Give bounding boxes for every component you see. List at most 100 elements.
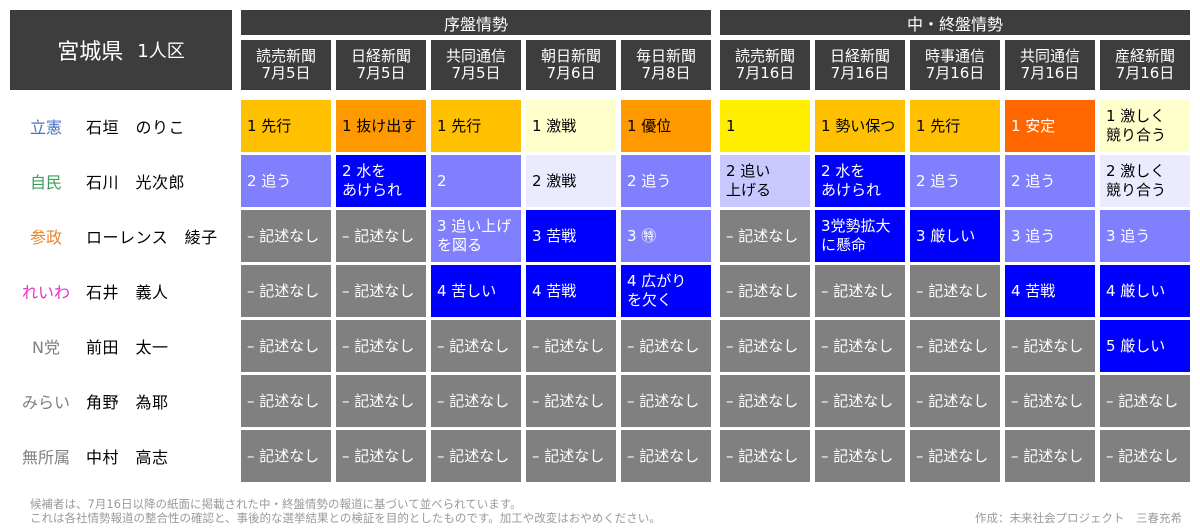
assessment-cell: 1 安定 bbox=[1005, 100, 1095, 152]
column-date: 7月16日 bbox=[925, 64, 985, 82]
column-date: 7月16日 bbox=[1020, 64, 1080, 82]
assessment-cell: 2 激戦 bbox=[526, 155, 616, 207]
assessment-cell: 1 抜け出す bbox=[336, 100, 426, 152]
assessment-text: – 記述なし bbox=[342, 336, 415, 355]
assessment-text: – 記述なし bbox=[532, 391, 605, 410]
assessment-text: 2 激しく 競り合う bbox=[1106, 162, 1167, 199]
assessment-cell: 1 優位 bbox=[621, 100, 711, 152]
assessment-cell: 3 追う bbox=[1100, 210, 1190, 262]
assessment-cell: 1 bbox=[720, 100, 810, 152]
assessment-cell: 1 激戦 bbox=[526, 100, 616, 152]
column-header: 朝日新聞 7月6日 bbox=[526, 40, 616, 90]
assessment-cell: – 記述なし bbox=[910, 320, 1000, 372]
assessment-text: 2 水を あけられ bbox=[821, 162, 882, 199]
column-header: 日経新聞 7月5日 bbox=[336, 40, 426, 90]
assessment-cell: 2 水を あけられ bbox=[815, 155, 905, 207]
assessment-cell: 3 苦戦 bbox=[526, 210, 616, 262]
assessment-text: 1 安定 bbox=[1011, 116, 1056, 135]
candidate-name: 中村 高志 bbox=[86, 448, 169, 467]
assessment-cell: – 記述なし bbox=[241, 430, 331, 482]
assessment-text: – 記述なし bbox=[916, 336, 989, 355]
assessment-cell: 1 先行 bbox=[910, 100, 1000, 152]
prefecture-label: 宮城県 bbox=[57, 40, 124, 65]
assessment-text: – 記述なし bbox=[532, 446, 605, 465]
assessment-text: – 記述なし bbox=[342, 226, 415, 245]
assessment-text: 1 激しく 競り合う bbox=[1106, 107, 1167, 144]
assessment-text: – 記述なし bbox=[342, 391, 415, 410]
assessment-cell: – 記述なし bbox=[336, 375, 426, 427]
assessment-cell: 1 激しく 競り合う bbox=[1100, 100, 1190, 152]
assessment-cell: – 記述なし bbox=[720, 375, 810, 427]
assessment-cell: 2 追い 上げる bbox=[720, 155, 810, 207]
assessment-text: 1 bbox=[726, 116, 736, 135]
assessment-cell: – 記述なし bbox=[815, 430, 905, 482]
assessment-cell: 3 追う bbox=[1005, 210, 1095, 262]
assessment-cell: – 記述なし bbox=[720, 265, 810, 317]
assessment-text: – 記述なし bbox=[1011, 336, 1084, 355]
assessment-cell: – 記述なし bbox=[241, 375, 331, 427]
assessment-text: – 記述なし bbox=[1011, 391, 1084, 410]
assessment-cell: – 記述なし bbox=[720, 430, 810, 482]
column-header: 産経新聞 7月16日 bbox=[1100, 40, 1190, 90]
assessment-text: 1 抜け出す bbox=[342, 116, 417, 135]
assessment-cell: – 記述なし bbox=[1005, 430, 1095, 482]
assessment-cell: 4 厳しい bbox=[1100, 265, 1190, 317]
assessment-text: 1 先行 bbox=[247, 116, 292, 135]
assessment-text: 2 bbox=[437, 171, 447, 190]
assessment-text: 3 追う bbox=[1011, 226, 1056, 245]
candidate-name: 石川 光次郎 bbox=[86, 173, 186, 192]
assessment-cell: 3 厳しい bbox=[910, 210, 1000, 262]
candidate-name: 角野 為耶 bbox=[86, 393, 169, 412]
assessment-text: 4 苦戦 bbox=[532, 281, 577, 300]
assessment-cell: 2 水を あけられ bbox=[336, 155, 426, 207]
assessment-text: – 記述なし bbox=[821, 281, 894, 300]
assessment-cell: 1 先行 bbox=[241, 100, 331, 152]
assessment-text: – 記述なし bbox=[437, 391, 510, 410]
assessment-cell: 4 苦戦 bbox=[526, 265, 616, 317]
assessment-cell: 2 激しく 競り合う bbox=[1100, 155, 1190, 207]
assessment-text: 1 先行 bbox=[437, 116, 482, 135]
assessment-text: – 記述なし bbox=[726, 446, 799, 465]
column-date: 7月5日 bbox=[356, 64, 406, 82]
party-label: れいわ bbox=[21, 283, 70, 302]
assessment-text: 1 激戦 bbox=[532, 116, 577, 135]
assessment-cell: 2 追う bbox=[1005, 155, 1095, 207]
column-date: 7月6日 bbox=[546, 64, 596, 82]
assessment-text: – 記述なし bbox=[726, 336, 799, 355]
assessment-cell: 3 ㊕ bbox=[621, 210, 711, 262]
assessment-text: 2 追う bbox=[1011, 171, 1056, 190]
assessment-text: – 記述なし bbox=[627, 391, 700, 410]
assessment-text: – 記述なし bbox=[1106, 446, 1179, 465]
assessment-cell: 2 追う bbox=[241, 155, 331, 207]
assessment-cell: – 記述なし bbox=[621, 375, 711, 427]
assessment-cell: 2 追う bbox=[910, 155, 1000, 207]
assessment-text: – 記述なし bbox=[532, 336, 605, 355]
assessment-text: 5 厳しい bbox=[1106, 336, 1166, 355]
assessment-cell: – 記述なし bbox=[241, 320, 331, 372]
assessment-text: 4 厳しい bbox=[1106, 281, 1166, 300]
assessment-cell: 3 追い上げ を図る bbox=[431, 210, 521, 262]
candidate-name: 石井 義人 bbox=[86, 283, 169, 302]
column-header: 日経新聞 7月16日 bbox=[815, 40, 905, 90]
party-label: 無所属 bbox=[21, 448, 70, 467]
assessment-text: – 記述なし bbox=[627, 446, 700, 465]
column-header: 読売新聞 7月5日 bbox=[241, 40, 331, 90]
assessment-cell: – 記述なし bbox=[720, 210, 810, 262]
column-paper: 読売新聞 bbox=[734, 47, 795, 65]
assessment-cell: 1 先行 bbox=[431, 100, 521, 152]
assessment-cell: – 記述なし bbox=[910, 265, 1000, 317]
assessment-cell: – 記述なし bbox=[1005, 320, 1095, 372]
assessment-text: 4 苦しい bbox=[437, 281, 497, 300]
column-paper: 日経新聞 bbox=[350, 47, 411, 65]
assessment-cell: – 記述なし bbox=[336, 430, 426, 482]
assessment-cell: – 記述なし bbox=[336, 265, 426, 317]
column-header: 共同通信 7月5日 bbox=[431, 40, 521, 90]
assessment-text: 1 先行 bbox=[916, 116, 961, 135]
table-title: 宮城県 1人区 bbox=[10, 10, 232, 90]
footer-note-2: これは各社情勢報道の整合性の確認と、事後的な選挙結果との検証を目的としたものです… bbox=[30, 511, 661, 525]
assessment-cell: 2 bbox=[431, 155, 521, 207]
assessment-cell: – 記述なし bbox=[336, 210, 426, 262]
column-date: 7月5日 bbox=[451, 64, 501, 82]
column-header: 共同通信 7月16日 bbox=[1005, 40, 1095, 90]
assessment-cell: – 記述なし bbox=[910, 375, 1000, 427]
